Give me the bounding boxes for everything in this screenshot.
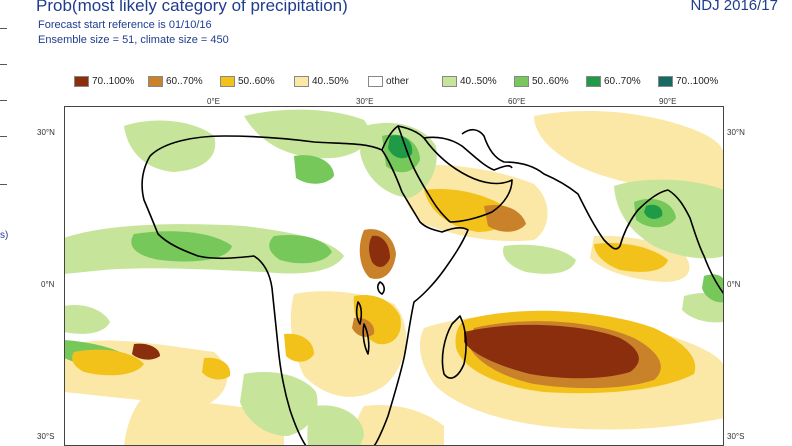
legend-item: 50..60%: [220, 74, 275, 88]
legend-item: other: [368, 74, 409, 88]
lat-label-left: 0°N: [41, 280, 55, 289]
legend-label: 40..50%: [460, 75, 497, 87]
wet-60-70-areas: [388, 135, 663, 219]
dry-70-100-areas: [132, 235, 639, 379]
legend-label: 70..100%: [92, 75, 135, 87]
lon-label: 0°E: [207, 97, 220, 106]
legend-swatch: [74, 75, 89, 87]
legend-swatch: [148, 75, 163, 87]
forecast-period: NDJ 2016/17: [690, 0, 778, 14]
legend-swatch: [514, 75, 529, 87]
left-tick-mark: [0, 28, 7, 29]
ensemble-size: Ensemble size = 51, climate size = 450: [38, 34, 229, 46]
left-tick-mark: [0, 136, 7, 137]
lat-label-right: 30°S: [727, 432, 745, 441]
legend-label: 60..70%: [166, 75, 203, 87]
lat-label-right: 30°N: [727, 128, 745, 137]
legend-swatch: [658, 75, 673, 87]
lat-label-right: 0°N: [727, 280, 741, 289]
legend-swatch: [220, 75, 235, 87]
legend-label: 60..70%: [604, 75, 641, 87]
forecast-reference: Forecast start reference is 01/10/16: [38, 19, 212, 31]
legend-item: 50..60%: [514, 74, 569, 88]
legend-label: 70..100%: [676, 75, 719, 87]
legend-item: 60..70%: [148, 74, 203, 88]
left-tick-mark: [0, 100, 7, 101]
legend-swatch: [294, 75, 309, 87]
left-tick-mark: [0, 64, 7, 65]
legend-item: 40..50%: [442, 74, 497, 88]
precipitation-map: [64, 106, 724, 446]
legend-item: 40..50%: [294, 74, 349, 88]
chart-title: Prob(most likely category of precipitati…: [36, 0, 348, 15]
lat-label-left: 30°S: [37, 432, 55, 441]
lon-label: 60°E: [508, 97, 526, 106]
coastlines: [141, 125, 724, 446]
lat-label-left: 30°N: [37, 128, 55, 137]
legend-swatch: [368, 75, 383, 87]
legend-item: 70..100%: [658, 74, 718, 88]
legend-label: other: [386, 75, 409, 87]
lon-label: 90°E: [659, 97, 677, 106]
legend-item: 70..100%: [74, 74, 134, 88]
legend-label: 40..50%: [312, 75, 349, 87]
legend-item: 60..70%: [586, 74, 641, 88]
legend-swatch: [442, 75, 457, 87]
legend-swatch: [586, 75, 601, 87]
legend-label: 50..60%: [532, 75, 569, 87]
legend: 70..100% 60..70% 50..60% 40..50% other 4…: [74, 74, 734, 88]
left-tick-mark: [0, 184, 7, 185]
left-edge-text: s): [0, 230, 9, 241]
legend-label: 50..60%: [238, 75, 275, 87]
lon-label: 30°E: [356, 97, 374, 106]
